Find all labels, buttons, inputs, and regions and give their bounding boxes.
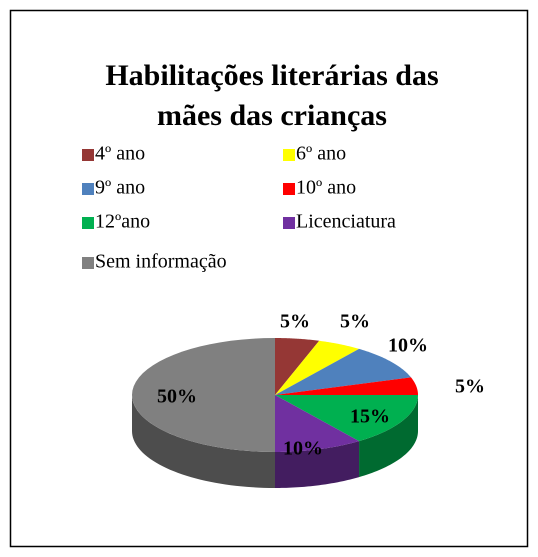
data-label: 5%	[455, 376, 485, 398]
legend-swatch	[82, 257, 94, 269]
legend-label: 12ºano	[95, 211, 150, 233]
pie-slice	[275, 395, 418, 442]
legend-label: 6º ano	[296, 143, 346, 165]
legend-swatch	[283, 217, 295, 229]
data-label: 5%	[280, 311, 310, 333]
data-label: 50%	[157, 386, 197, 408]
chart-title: Habilitações literárias das mães das cria…	[105, 59, 438, 132]
legend-label: Licenciatura	[296, 211, 396, 233]
legend-label: Sem informação	[95, 251, 227, 273]
legend-label: 4º ano	[95, 143, 145, 165]
legend-swatch	[82, 149, 94, 161]
pie-side	[275, 441, 360, 488]
pie-slice	[275, 377, 418, 395]
pie-slice	[132, 338, 275, 452]
legend-swatch	[283, 183, 295, 195]
legend-swatch	[283, 149, 295, 161]
data-label: 10%	[283, 438, 323, 460]
data-label: 10%	[388, 335, 428, 357]
legend-swatch	[82, 217, 94, 229]
legend-label: 9º ano	[95, 177, 145, 199]
data-label: 5%	[340, 311, 370, 333]
pie-slice	[275, 348, 412, 395]
pie-side	[359, 395, 418, 478]
pie-slice	[275, 395, 360, 452]
legend-label: 10º ano	[296, 177, 356, 199]
pie-slice	[275, 338, 320, 395]
legend-swatch	[82, 183, 94, 195]
pie-side	[132, 395, 275, 488]
data-label: 15%	[350, 406, 390, 428]
pie-slice	[275, 340, 360, 395]
